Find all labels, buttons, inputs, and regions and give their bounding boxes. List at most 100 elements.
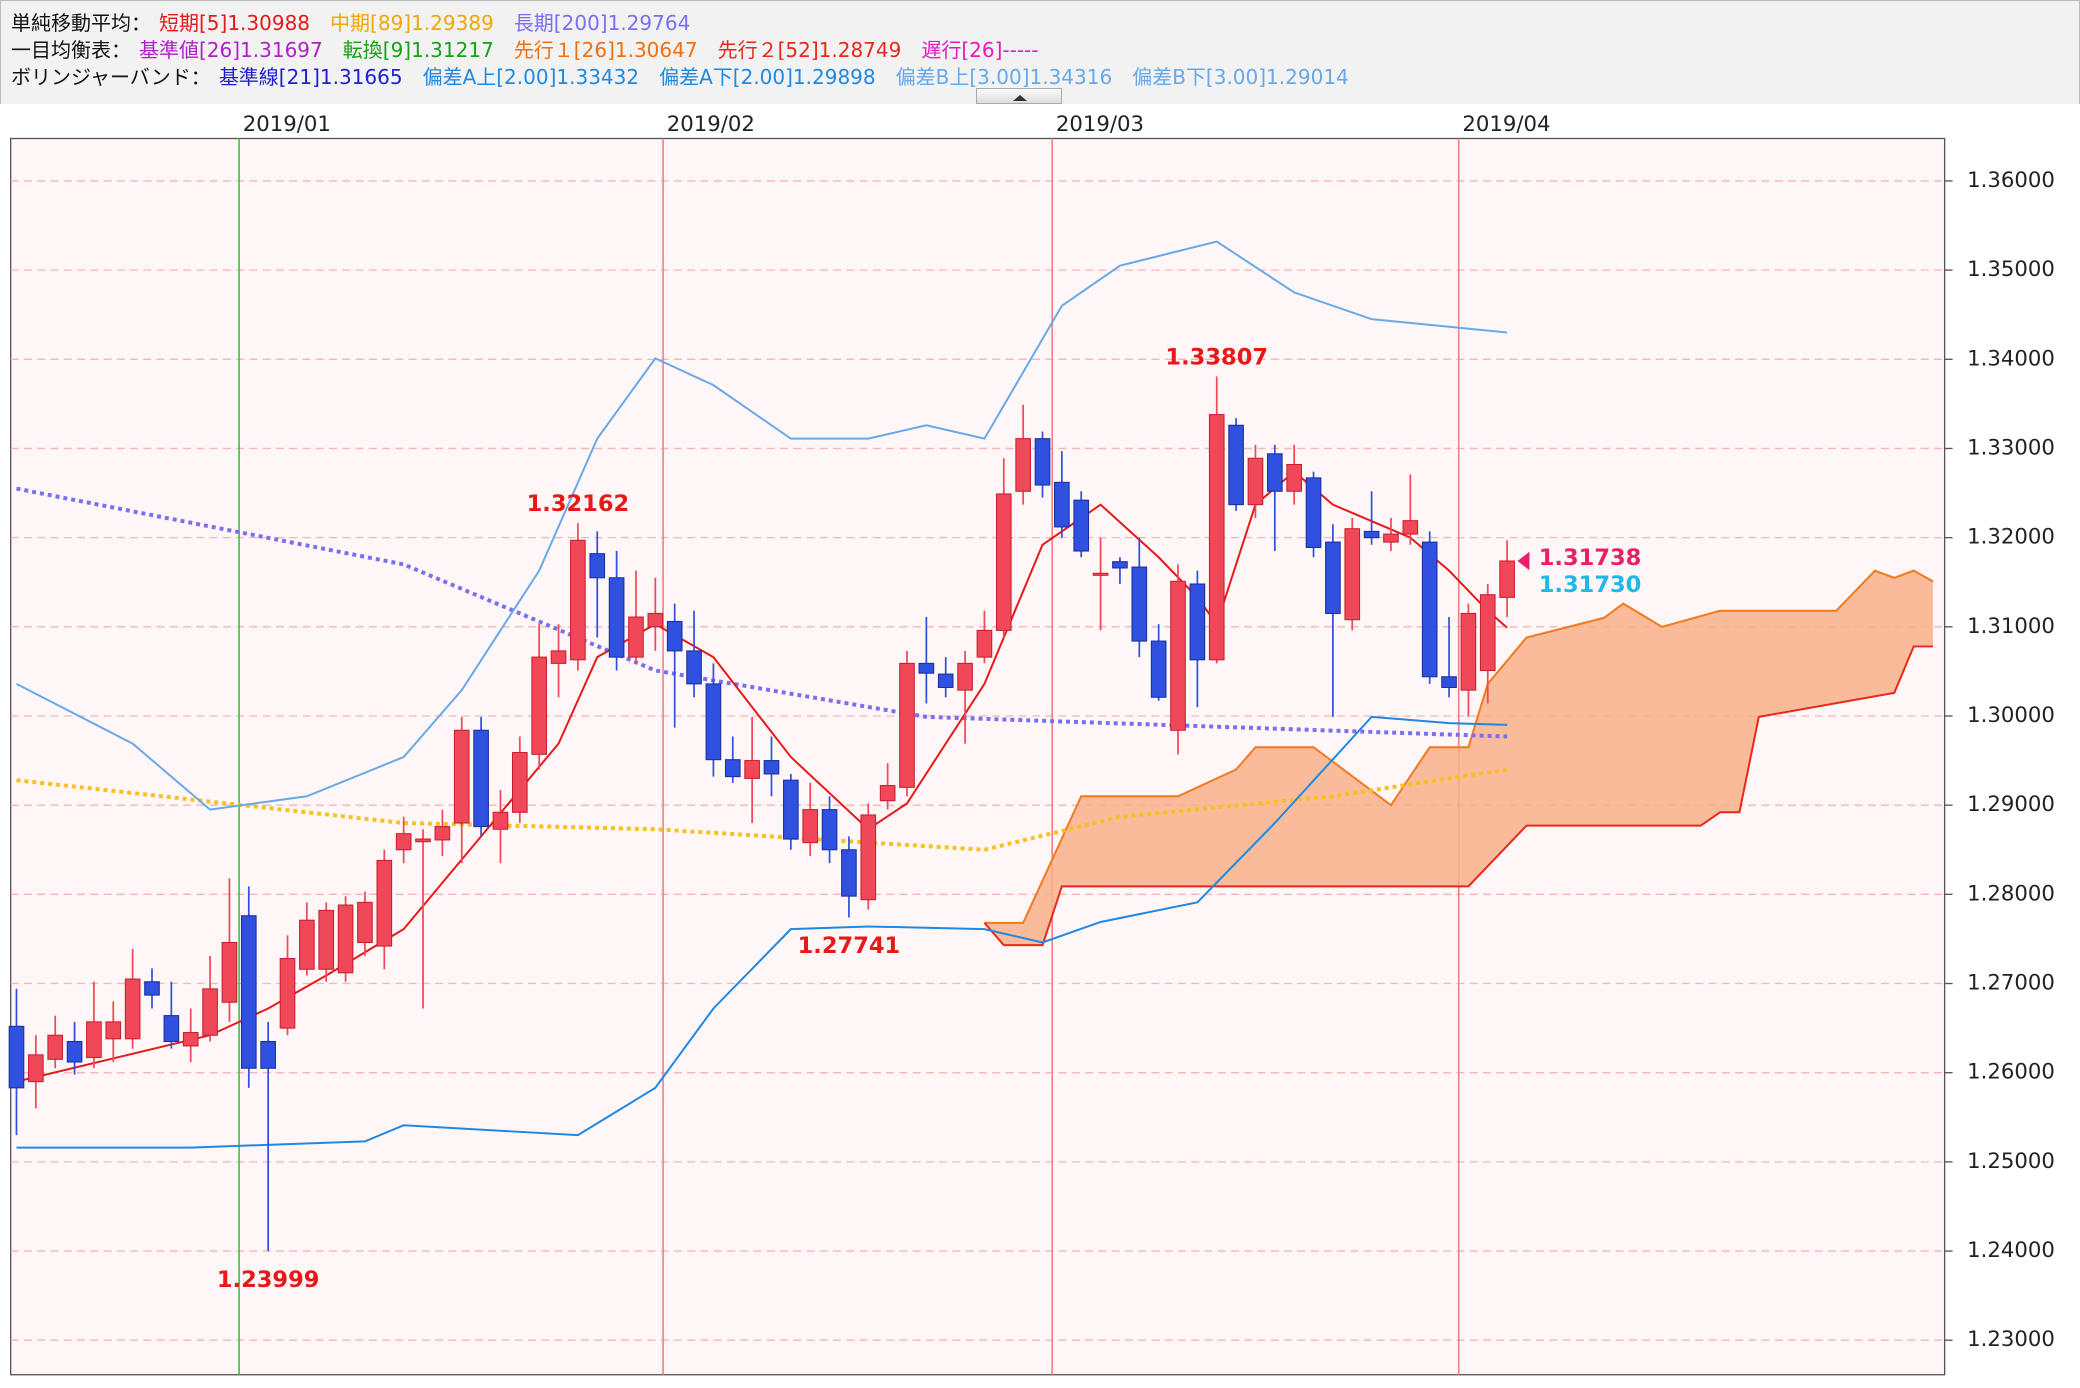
- candle-body: [976, 629, 993, 658]
- y-tick-label: 1.25000: [1967, 1149, 2055, 1174]
- candle-body: [860, 814, 877, 901]
- candle-body: [628, 616, 644, 658]
- candle-body: [1170, 580, 1186, 731]
- candle-body: [937, 673, 954, 688]
- candle-body: [337, 904, 354, 974]
- y-tick-label: 1.23000: [1967, 1327, 2055, 1352]
- collapse-button[interactable]: [976, 88, 1062, 104]
- header-item: 転換[9]1.31217: [342, 38, 494, 62]
- x-tick-label: 2019/01: [243, 112, 331, 137]
- candle-body: [1479, 594, 1496, 672]
- candle-body: [570, 539, 586, 661]
- price-tag: 1.31730: [1539, 572, 1642, 598]
- candle-body: [995, 493, 1012, 631]
- price-annotation: 1.27741: [798, 933, 901, 959]
- header-item: 偏差A下[2.00]1.29898: [659, 65, 876, 89]
- candle-body: [221, 941, 238, 1003]
- candle-body: [105, 1021, 122, 1040]
- candle-body: [1054, 481, 1070, 528]
- candle-body: [86, 1021, 102, 1059]
- header-item: 偏差B上[3.00]1.34316: [895, 65, 1113, 89]
- candle-body: [376, 859, 393, 947]
- candle-body: [841, 849, 857, 897]
- candle-body: [453, 729, 470, 824]
- x-tick-label: 2019/03: [1056, 112, 1144, 137]
- y-tick-label: 1.28000: [1967, 881, 2055, 906]
- candle-body: [1034, 438, 1051, 486]
- candle-body: [260, 1040, 276, 1069]
- candle-body: [1402, 520, 1419, 535]
- candle-body: [66, 1040, 83, 1063]
- indicator-line: [16, 715, 1508, 1149]
- candle-body: [705, 683, 722, 761]
- y-tick-label: 1.34000: [1967, 346, 2055, 371]
- candle-body: [357, 901, 373, 944]
- y-tick-label: 1.30000: [1967, 703, 2055, 728]
- candle-body: [957, 662, 973, 691]
- header-line: ボリンジャーバンド： 基準線[21]1.31665 偏差A上[2.00]1.3343…: [11, 61, 1369, 90]
- x-tick-label: 2019/02: [667, 112, 755, 137]
- candle-body: [1441, 676, 1457, 688]
- candle-body: [724, 759, 741, 778]
- collapse-icon: [1013, 95, 1027, 101]
- indicator-line: [16, 470, 1508, 1083]
- candle-body: [1092, 572, 1109, 576]
- y-tick-label: 1.24000: [1967, 1238, 2055, 1263]
- candle-body: [279, 958, 296, 1029]
- candle-body: [473, 729, 489, 828]
- y-tick-label: 1.32000: [1967, 525, 2055, 550]
- header-item: 基準線[21]1.31665: [218, 65, 403, 89]
- candle-body: [763, 760, 780, 775]
- indicator-line: [16, 486, 1508, 739]
- candle-body: [821, 809, 838, 851]
- candle-body: [1208, 414, 1225, 661]
- candle-body: [434, 826, 451, 841]
- candle-body: [1015, 438, 1031, 492]
- candle-body: [879, 785, 896, 802]
- price-annotation: 1.32162: [527, 491, 630, 517]
- y-tick-label: 1.35000: [1967, 257, 2055, 282]
- header-item: 長期[200]1.29764: [513, 11, 691, 35]
- candle-body: [589, 553, 606, 579]
- candle-body: [918, 662, 935, 674]
- candle-body: [1344, 528, 1361, 621]
- x-tick-label: 2019/04: [1462, 112, 1550, 137]
- candle-body: [783, 779, 799, 840]
- header-line: 単純移動平均： 短期[5]1.30988 中期[89]1.29389 長期[200]1…: [11, 7, 710, 36]
- candle-body: [299, 919, 315, 970]
- candle-body: [8, 1025, 25, 1089]
- price-marker: [1517, 551, 1530, 571]
- candle-body: [1150, 640, 1167, 698]
- chart: 1.23000 1.24000 1.25000 1.26000 1.27000 1.280…: [0, 104, 2080, 1388]
- cloud-fill: [984, 570, 1934, 946]
- candle-body: [666, 620, 683, 652]
- header-label: 一目均衡表：: [11, 38, 131, 62]
- header-item: 先行１[26]1.30647: [513, 38, 698, 62]
- header-item: 基準値[26]1.31697: [139, 38, 323, 62]
- candle-body: [608, 577, 625, 658]
- candle-body: [1325, 541, 1341, 614]
- header-item: 偏差A上[2.00]1.33432: [422, 65, 640, 89]
- candle-body: [1073, 499, 1090, 552]
- header-label: ボリンジャーバンド：: [11, 65, 211, 89]
- candle-body: [802, 809, 819, 844]
- header-item: 中期[89]1.29389: [330, 11, 494, 35]
- candle-body: [1305, 477, 1322, 548]
- candle-body: [1189, 583, 1206, 661]
- candle-body: [202, 988, 218, 1036]
- candle-body: [1112, 561, 1128, 569]
- candle-body: [1228, 424, 1244, 506]
- candle-body: [1460, 612, 1477, 691]
- candle-body: [899, 662, 915, 788]
- price-annotation: 1.23999: [217, 1267, 320, 1293]
- y-tick-label: 1.27000: [1967, 971, 2055, 996]
- y-tick-label: 1.26000: [1967, 1060, 2055, 1085]
- header-item: 偏差B下[3.00]1.29014: [1132, 65, 1349, 89]
- y-tick-label: 1.36000: [1967, 168, 2055, 193]
- candle-body: [1131, 566, 1148, 642]
- candle-body: [531, 656, 548, 755]
- price-tag: 1.31738: [1539, 545, 1642, 571]
- cloud-span: [983, 645, 1934, 947]
- candle-body: [240, 915, 257, 1069]
